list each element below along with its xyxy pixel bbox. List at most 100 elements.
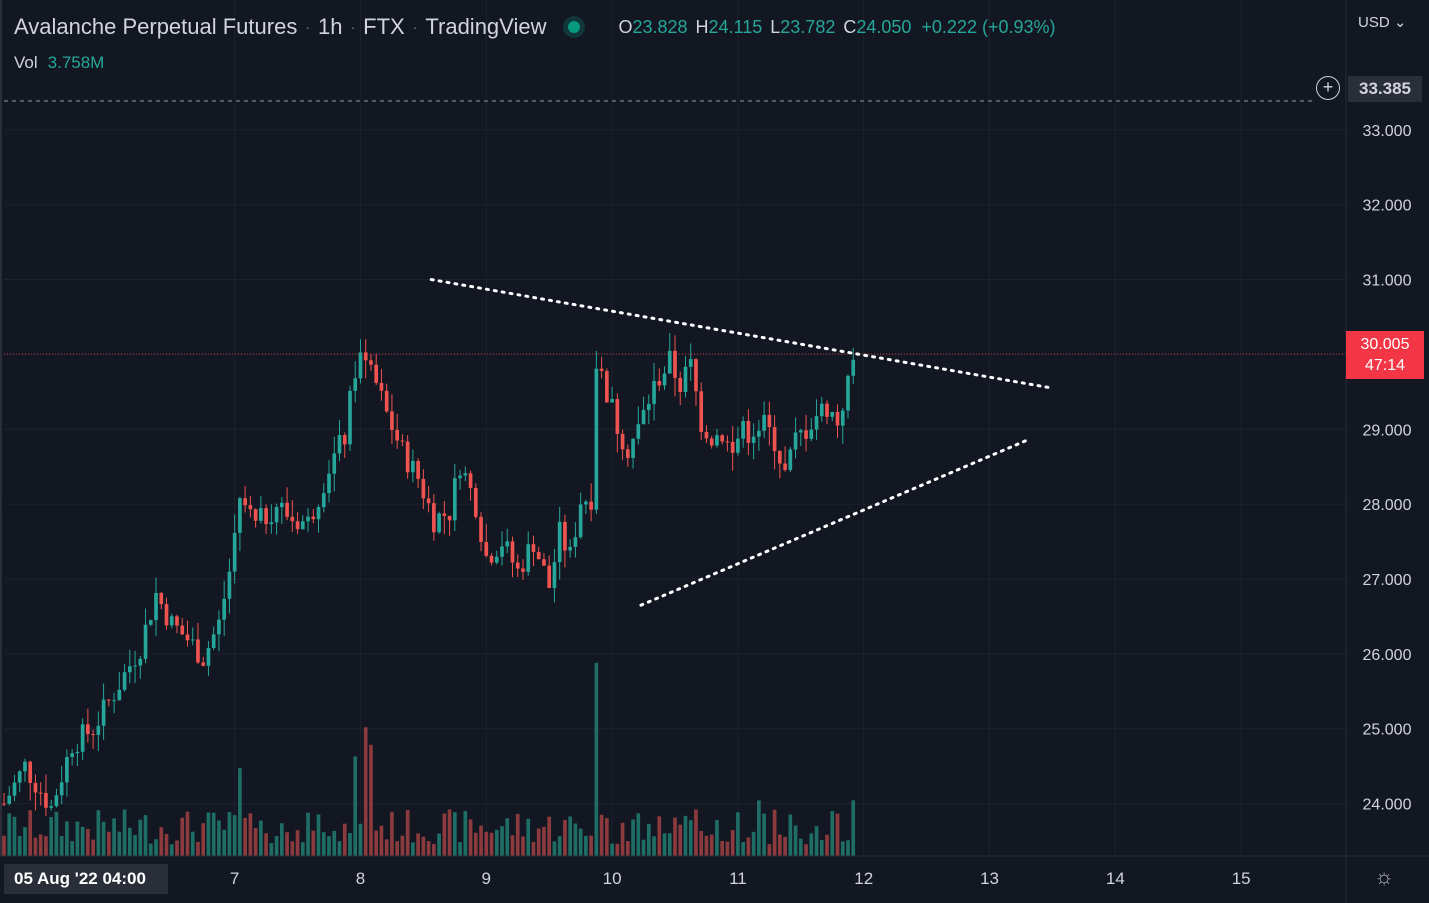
candle-body xyxy=(23,761,27,772)
exchange-label: FTX xyxy=(363,14,405,39)
volume-bar xyxy=(798,838,803,856)
candle-body xyxy=(751,436,756,443)
candle-body xyxy=(327,473,331,494)
candle-body xyxy=(610,399,614,403)
volume-bar xyxy=(211,812,216,856)
candle-body xyxy=(584,501,588,505)
volume-bar xyxy=(641,839,646,856)
volume-bar xyxy=(332,830,337,856)
volume-bar xyxy=(557,836,562,856)
volume-bar xyxy=(264,833,268,856)
candle-body xyxy=(2,803,6,805)
volume-bar xyxy=(526,818,531,856)
symbol-title[interactable]: Avalanche Perpetual Futures xyxy=(14,14,298,39)
candle-body xyxy=(458,475,462,479)
time-tick-label: 10 xyxy=(603,869,622,888)
candle-body xyxy=(33,782,38,793)
candle-body xyxy=(641,409,646,425)
price-tick-label: 26.000 xyxy=(1363,647,1412,664)
volume-bar xyxy=(316,814,321,856)
candle-body xyxy=(432,503,436,533)
time-tick-label: 15 xyxy=(1232,869,1251,888)
volume-bar xyxy=(290,841,295,856)
volume-bar xyxy=(295,830,300,856)
time-tick-label: 7 xyxy=(230,869,239,888)
candle-body xyxy=(814,416,819,430)
volume-bar xyxy=(584,835,588,856)
candle-body xyxy=(337,435,342,454)
candle-body xyxy=(646,403,651,410)
volume-bar xyxy=(227,812,232,856)
volume-bar xyxy=(164,833,169,856)
volume-bar xyxy=(804,844,808,856)
candle-body xyxy=(12,782,17,796)
candle-body xyxy=(547,565,552,588)
settings-gear-icon[interactable]: ☼ xyxy=(1374,864,1395,889)
volume-bar xyxy=(521,836,525,856)
volume-bar xyxy=(814,826,819,856)
volume-bar xyxy=(405,809,410,856)
candle-body xyxy=(437,513,441,533)
candle-body xyxy=(101,699,106,726)
price-tick-label: 31.000 xyxy=(1363,273,1412,290)
candle-body xyxy=(825,403,829,417)
candle-body xyxy=(211,634,216,648)
volume-bar xyxy=(762,813,766,856)
volume-bar xyxy=(678,824,683,856)
add-alert-plus-icon[interactable]: + xyxy=(1316,76,1340,100)
volume-bar xyxy=(169,844,174,856)
volume-bar xyxy=(631,819,635,856)
source-label: TradingView xyxy=(425,14,547,39)
volume-bar xyxy=(54,811,59,856)
volume-bar xyxy=(589,835,593,856)
volume-bar xyxy=(730,830,735,856)
currency-selector[interactable]: USD ⌄ xyxy=(1358,13,1406,31)
volume-bar xyxy=(86,828,90,856)
volume-legend: Vol 3.758M xyxy=(14,53,104,73)
candle-body xyxy=(521,568,525,572)
volume-label: Vol xyxy=(14,53,38,72)
candle-body xyxy=(683,366,688,392)
candle-body xyxy=(526,544,531,572)
candle-body xyxy=(348,390,352,445)
candle-body xyxy=(568,546,572,551)
candle-body xyxy=(321,493,326,508)
candle-body xyxy=(846,375,850,411)
volume-bar xyxy=(736,812,740,856)
candle-body xyxy=(285,502,289,517)
price-tick-label: 33.000 xyxy=(1363,123,1412,140)
volume-bars xyxy=(2,662,856,856)
candle-body xyxy=(190,639,195,641)
volume-bar xyxy=(746,837,751,856)
volume-bar xyxy=(542,826,546,856)
time-tick-label: 8 xyxy=(356,869,365,888)
volume-bar xyxy=(568,816,572,856)
candle-body xyxy=(253,509,258,521)
volume-bar xyxy=(374,830,379,856)
volume-bar xyxy=(620,822,625,856)
volume-bar xyxy=(699,831,704,856)
volume-bar xyxy=(112,818,116,856)
volume-bar xyxy=(222,829,227,856)
candle-body xyxy=(400,440,405,442)
interval-label[interactable]: 1h xyxy=(318,14,343,39)
volume-bar xyxy=(122,809,127,856)
volume-bar xyxy=(578,828,583,856)
volume-bar xyxy=(342,823,347,856)
time-tick-label: 9 xyxy=(482,869,491,888)
candle-body xyxy=(238,498,242,533)
volume-bar xyxy=(7,813,12,856)
last-price-value: 30.005 xyxy=(1360,336,1410,353)
volume-bar xyxy=(201,823,206,856)
candle-body xyxy=(259,508,263,521)
candle-body xyxy=(201,662,206,666)
volume-bar xyxy=(2,835,6,856)
triangle-upper-trendline xyxy=(429,278,1054,390)
candle-body xyxy=(484,541,489,556)
volume-bar xyxy=(783,836,787,856)
candle-body xyxy=(311,516,316,520)
volume-bar xyxy=(390,811,394,856)
volume-bar xyxy=(846,840,850,856)
